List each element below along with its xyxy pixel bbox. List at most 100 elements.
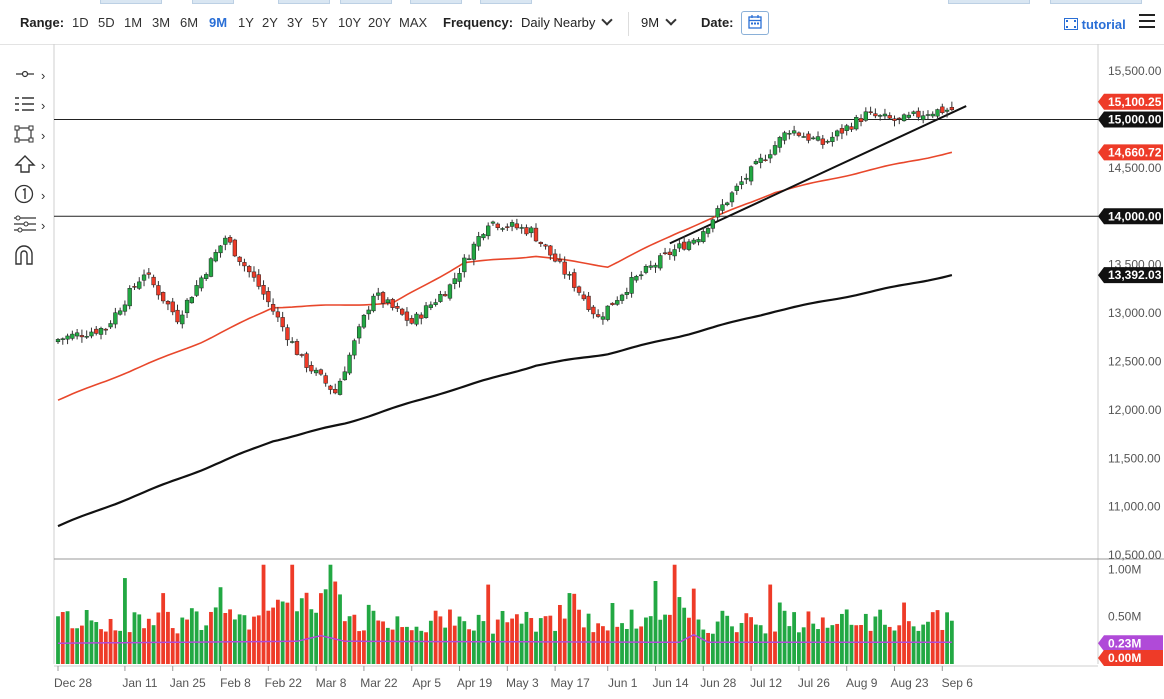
candle-body[interactable] [710,219,716,229]
volume-bar[interactable] [213,607,218,664]
candle-body[interactable] [141,274,147,281]
candle-body[interactable] [529,227,534,234]
volume-bar[interactable] [467,629,471,664]
volume-bar[interactable] [816,629,820,664]
candle-body[interactable] [304,353,309,368]
candle-body[interactable] [543,244,548,247]
candle-body[interactable] [323,375,328,384]
candle-body[interactable] [433,302,438,305]
moving-average-fast-line[interactable] [57,151,953,401]
volume-bar[interactable] [151,625,156,664]
volume-bar[interactable] [543,616,548,664]
volume-bar[interactable] [295,611,299,664]
volume-bar[interactable] [223,613,228,664]
volume-bar[interactable] [844,609,849,664]
volume-bar[interactable] [806,611,811,664]
candle-body[interactable] [624,292,629,295]
volume-bar[interactable] [252,616,256,664]
trend-line[interactable] [669,105,967,245]
volume-bar[interactable] [180,617,185,664]
candle-body[interactable] [715,208,720,218]
volume-bar[interactable] [887,626,892,664]
volume-bar[interactable] [242,615,247,664]
candle-body[interactable] [390,299,395,308]
volume-bar[interactable] [103,631,108,664]
volume-bar[interactable] [730,626,734,664]
volume-bar[interactable] [768,584,773,664]
volume-bar[interactable] [792,612,797,664]
volume-bar[interactable] [859,625,863,664]
volume-bar[interactable] [156,612,161,664]
volume-bar[interactable] [892,630,897,664]
candle-body[interactable] [208,258,214,277]
candle-body[interactable] [595,314,601,317]
volume-bar[interactable] [433,610,438,664]
candle-body[interactable] [533,227,539,242]
candle-body[interactable] [858,118,864,122]
volume-bar[interactable] [591,632,596,664]
volume-bar[interactable] [56,616,60,664]
candle-body[interactable] [457,273,462,282]
candle-body[interactable] [471,243,477,260]
volume-bar[interactable] [691,588,696,664]
volume-bar[interactable] [261,564,266,664]
candle-body[interactable] [811,137,816,140]
candle-body[interactable] [567,273,572,276]
volume-bar[interactable] [639,626,644,664]
candle-body[interactable] [897,117,902,120]
volume-bar[interactable] [271,607,275,664]
candle-body[interactable] [79,335,85,338]
candle-body[interactable] [916,110,921,118]
range-option-max[interactable]: MAX [399,15,428,30]
candle-body[interactable] [165,301,171,305]
range-option-6m[interactable]: 6M [180,15,199,30]
candle-body[interactable] [161,292,166,302]
volume-bar[interactable] [266,610,271,664]
candle-body[interactable] [610,302,615,306]
candle-body[interactable] [791,130,797,134]
candle-body[interactable] [199,277,204,289]
volume-bar[interactable] [400,627,405,664]
volume-bar[interactable] [725,615,730,664]
candle-body[interactable] [65,335,70,340]
candle-body[interactable] [261,285,266,295]
candle-body[interactable] [184,299,190,314]
candle-body[interactable] [256,274,261,287]
volume-bar[interactable] [290,564,295,664]
volume-bar[interactable] [247,629,252,664]
volume-bar[interactable] [500,610,505,664]
candle-body[interactable] [380,292,386,304]
candle-body[interactable] [758,157,763,163]
volume-bar[interactable] [902,602,906,664]
candle-body[interactable] [801,136,806,138]
candle-body[interactable] [653,264,658,268]
volume-bar[interactable] [194,611,199,664]
candle-body[interactable] [55,339,61,343]
volume-bar[interactable] [362,630,366,664]
candle-body[interactable] [572,272,577,288]
candle-body[interactable] [476,236,481,247]
volume-bar[interactable] [299,598,304,664]
volume-bar[interactable] [586,613,591,664]
volume-bar[interactable] [753,624,758,664]
candle-body[interactable] [490,221,496,224]
candle-body[interactable] [356,326,362,339]
range-option-10y[interactable]: 10Y [338,15,362,30]
volume-bar[interactable] [615,626,620,664]
volume-bar[interactable] [376,620,381,664]
volume-bar[interactable] [801,627,806,664]
volume-bar[interactable] [438,616,443,664]
volume-bar[interactable] [930,612,935,664]
volume-bar[interactable] [209,611,213,664]
volume-bar[interactable] [835,623,840,664]
candle-body[interactable] [691,239,696,244]
volume-bar[interactable] [352,614,357,664]
volume-bar[interactable] [80,625,84,664]
candle-body[interactable] [581,294,586,300]
volume-bar[interactable] [385,627,390,664]
volume-bar[interactable] [577,609,581,664]
candle-body[interactable] [777,137,782,148]
volume-bar[interactable] [572,593,577,664]
candle-body[interactable] [677,243,682,249]
